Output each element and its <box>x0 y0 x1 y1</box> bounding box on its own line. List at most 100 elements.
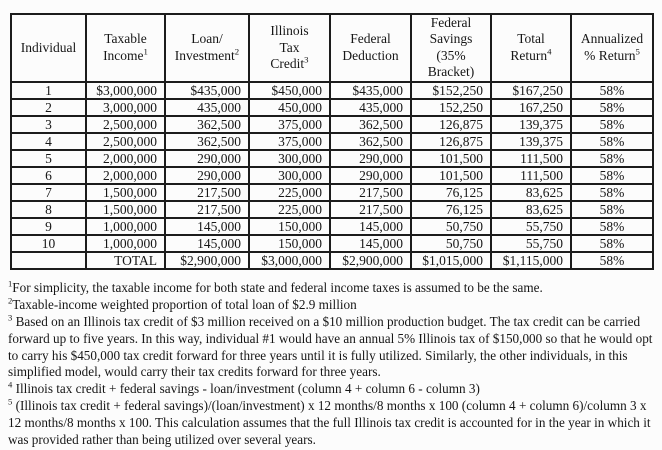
column-header-line: Income1 <box>103 46 148 63</box>
footnote-marker: 4 <box>547 46 552 57</box>
tax-return-table: Individual Taxable Income1 Loan/Investment2… <box>10 13 654 270</box>
table-cell: 58% <box>570 131 654 151</box>
table-cell: 58% <box>570 233 654 253</box>
table-row: 8 1,500,000 217,500 225,000 217,500 76,125 83,… <box>10 199 654 219</box>
column-header-line: Total <box>517 31 545 47</box>
column-header: Individual <box>10 13 87 83</box>
footnote: 2Taxable-income weighted proportion of t… <box>8 295 357 312</box>
table-cell: 290,000 <box>329 165 412 185</box>
column-header-line: Deduction <box>342 47 399 63</box>
footnote-marker: 2 <box>8 295 13 306</box>
table-row: 10 1,000,000 145,000 150,000 145,000 50,750 55… <box>10 233 654 253</box>
table-cell: 4 <box>10 131 87 151</box>
table-cell: 58% <box>570 250 654 270</box>
table-cell: 6 <box>10 165 87 185</box>
document-page: Individual Taxable Income1 Loan/Investment2… <box>0 13 662 450</box>
table-row: 5 2,000,000 290,000 300,000 290,000 101,500 11… <box>10 148 654 168</box>
table-cell <box>10 250 87 270</box>
column-header-line: Bracket) <box>427 64 475 80</box>
table-row: 7 1,500,000 217,500 225,000 217,500 76,125 83,… <box>10 182 654 202</box>
table-row: 1 $3,000,000 $435,000 $450,000 $435,000 $152,… <box>10 80 654 100</box>
table-cell: 111,500 <box>490 165 572 185</box>
footnotes-section: 1For simplicity, the taxable income for … <box>8 278 656 449</box>
table-cell: 50,750 <box>410 233 492 253</box>
table-row: 9 1,000,000 145,000 150,000 145,000 50,750 55,… <box>10 216 654 236</box>
footnote: 3 Based on an Illinois tax credit of $3 … <box>8 312 653 380</box>
column-header: Federal Savings (35% Bracket) <box>410 13 492 83</box>
column-header: Total Return4 <box>490 13 572 83</box>
footnote-marker: 1 <box>8 278 13 289</box>
table-row: TOTAL $2,900,000 $3,000,000 $2,900,000 $1,01… <box>10 250 654 270</box>
column-header-line: % Return5 <box>584 46 640 63</box>
table-cell: 58% <box>570 216 654 236</box>
table-cell: 2 <box>10 97 87 117</box>
table-cell: 5 <box>10 148 87 168</box>
table-cell: $435,000 <box>164 80 250 100</box>
footnote: 1For simplicity, the taxable income for … <box>8 278 543 295</box>
column-header: Illinois Tax Credit3 <box>248 13 331 83</box>
table-cell: $450,000 <box>248 80 331 100</box>
table-cell: 167,250 <box>490 97 572 117</box>
table-cell: 8 <box>10 199 87 219</box>
table-cell: 1,500,000 <box>85 182 166 202</box>
table-cell: 58% <box>570 199 654 219</box>
column-header-line: Federal <box>430 15 472 30</box>
column-header-line: Federal <box>350 31 391 47</box>
table-cell: 76,125 <box>410 199 492 219</box>
table-body: 1 $3,000,000 $435,000 $450,000 $435,000 $152,… <box>10 80 654 270</box>
table-cell: 2,500,000 <box>85 114 166 134</box>
table-cell: 225,000 <box>248 199 331 219</box>
table-cell: 150,000 <box>248 233 331 253</box>
column-header-line: Credit3 <box>270 54 309 72</box>
table-cell: $167,250 <box>490 80 572 100</box>
table-cell: 375,000 <box>248 114 331 134</box>
table-cell: 362,500 <box>329 131 412 151</box>
column-header-line: (35% <box>436 47 466 63</box>
table-cell: 217,500 <box>164 199 250 219</box>
table-row: 4 2,500,000 362,500 375,000 362,500 126,875 13… <box>10 131 654 151</box>
footnote-marker: 1 <box>143 46 148 57</box>
table-cell: 126,875 <box>410 131 492 151</box>
footnote-marker: 2 <box>234 46 240 57</box>
table-cell: $2,900,000 <box>164 250 250 270</box>
column-header: Loan/Investment2 <box>164 13 250 83</box>
header-row: Individual Taxable Income1 Loan/Investment2… <box>10 13 654 83</box>
table-cell: 435,000 <box>329 97 412 117</box>
table-cell: 101,500 <box>410 148 492 168</box>
table-cell: 300,000 <box>248 165 331 185</box>
table-cell: 362,500 <box>164 114 250 134</box>
footnote: 4 Illinois tax credit + federal savings … <box>8 379 480 397</box>
table-cell: 2,000,000 <box>85 165 166 185</box>
table-cell: 152,250 <box>410 97 492 117</box>
footnote: 5 (Illinois tax credit + federal savings… <box>8 396 651 448</box>
table-cell: 375,000 <box>248 131 331 151</box>
table-cell: 2,000,000 <box>85 148 166 168</box>
footnote-marker: 5 <box>8 396 13 407</box>
table-cell: $1,015,000 <box>410 250 492 270</box>
table-cell: 145,000 <box>329 216 412 236</box>
table-row: 6 2,000,000 290,000 300,000 290,000 101,500 11… <box>10 165 654 185</box>
table-cell: 145,000 <box>164 216 250 236</box>
table-cell: 111,500 <box>490 148 572 168</box>
table-cell: $435,000 <box>329 80 412 100</box>
column-header-line: Individual <box>20 39 77 55</box>
table-row: 3 2,500,000 362,500 375,000 362,500 126,875 13… <box>10 114 654 134</box>
table-cell: 101,500 <box>410 165 492 185</box>
table-cell: 9 <box>10 216 87 236</box>
table-cell: 290,000 <box>164 165 250 185</box>
table-cell: 2,500,000 <box>85 131 166 151</box>
column-header: Federal Deduction <box>329 13 412 83</box>
column-header-line: Loan/ <box>191 31 223 47</box>
table-cell: 217,500 <box>329 182 412 202</box>
column-header-line: Investment2 <box>174 46 240 63</box>
column-header: Taxable Income1 <box>85 13 166 83</box>
table-cell: 58% <box>570 182 654 202</box>
table-cell: 139,375 <box>490 114 572 134</box>
table-cell: 435,000 <box>164 97 250 117</box>
table-cell: 1,000,000 <box>85 216 166 236</box>
table-cell: 83,625 <box>490 199 572 219</box>
column-header-line: Illinois <box>270 23 309 39</box>
table-cell: 139,375 <box>490 131 572 151</box>
table-cell: $3,000,000 <box>248 250 331 270</box>
table-cell: 50,750 <box>410 216 492 236</box>
